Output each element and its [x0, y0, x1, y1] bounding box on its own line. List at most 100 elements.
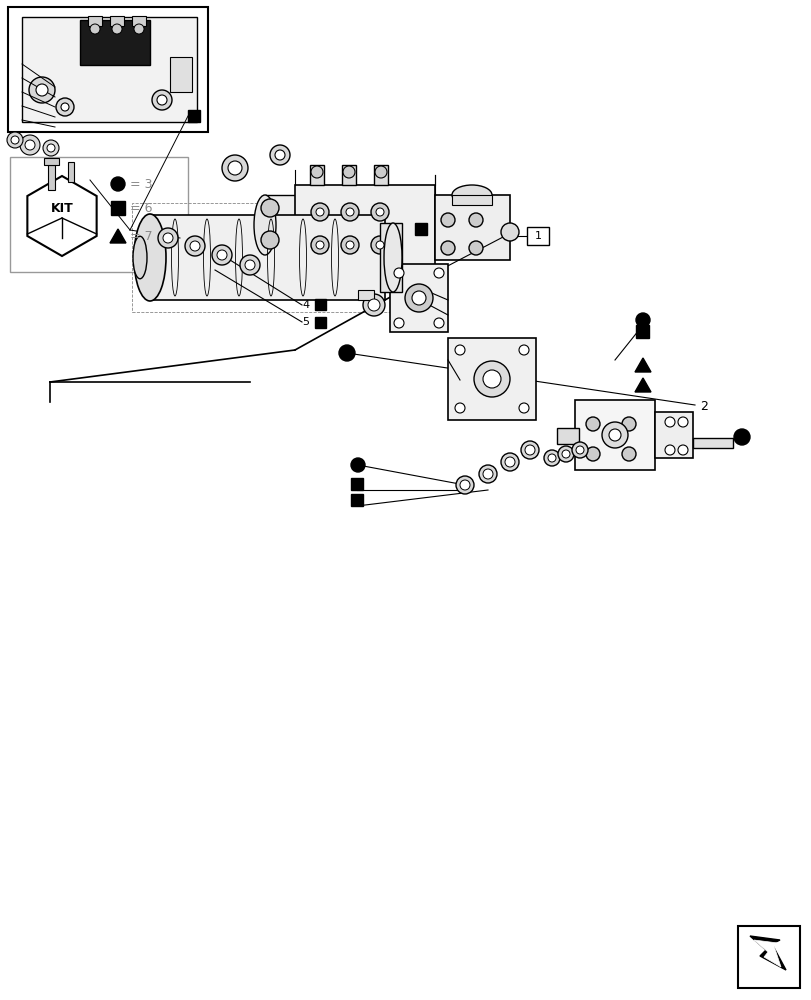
Bar [341, 165, 355, 185]
Circle shape [664, 417, 674, 427]
Circle shape [7, 132, 23, 148]
Bar [8, 7, 208, 132]
Circle shape [733, 429, 749, 445]
Bar [358, 290, 374, 300]
Circle shape [393, 318, 404, 328]
Circle shape [20, 135, 40, 155]
Circle shape [547, 454, 556, 462]
Circle shape [47, 144, 55, 152]
Text: 4: 4 [302, 300, 309, 310]
Ellipse shape [134, 214, 165, 301]
Circle shape [345, 208, 354, 216]
Circle shape [157, 95, 167, 105]
Bar [350, 494, 363, 506]
Bar [315, 299, 325, 310]
Circle shape [217, 250, 227, 260]
Circle shape [311, 236, 328, 254]
Circle shape [543, 450, 560, 466]
Text: = 7: = 7 [130, 230, 152, 242]
Circle shape [586, 447, 599, 461]
Polygon shape [753, 940, 780, 967]
Circle shape [111, 177, 125, 191]
Bar [111, 201, 125, 215]
Circle shape [500, 453, 518, 471]
Polygon shape [634, 358, 650, 372]
Bar [380, 223, 401, 292]
Bar [692, 438, 732, 448]
Circle shape [433, 268, 444, 278]
Circle shape [61, 103, 69, 111]
Text: = 6: = 6 [130, 202, 152, 215]
Circle shape [677, 445, 687, 455]
Bar [310, 165, 324, 185]
Circle shape [478, 465, 496, 483]
Circle shape [375, 166, 387, 178]
Circle shape [345, 241, 354, 249]
Circle shape [29, 77, 55, 103]
Circle shape [311, 166, 323, 178]
Circle shape [518, 345, 528, 355]
Circle shape [36, 84, 48, 96]
Text: KIT: KIT [50, 202, 73, 215]
Bar [452, 195, 491, 205]
Bar [574, 400, 654, 470]
Bar [654, 412, 692, 458]
Circle shape [43, 140, 59, 156]
Circle shape [621, 417, 635, 431]
Bar [132, 16, 146, 26]
Text: 2: 2 [699, 400, 707, 414]
Bar [448, 338, 535, 420]
Circle shape [411, 291, 426, 305]
Circle shape [315, 208, 324, 216]
Circle shape [245, 260, 255, 270]
Bar [414, 223, 427, 235]
Bar [350, 478, 363, 490]
Circle shape [557, 446, 573, 462]
Circle shape [571, 442, 587, 458]
Bar [68, 162, 74, 182]
Ellipse shape [254, 195, 276, 255]
Circle shape [11, 136, 19, 144]
Circle shape [338, 345, 354, 361]
Bar [150, 215, 384, 300]
Bar [88, 16, 102, 26]
Circle shape [677, 417, 687, 427]
Circle shape [134, 24, 144, 34]
Circle shape [163, 233, 173, 243]
Circle shape [454, 345, 465, 355]
Bar [635, 325, 648, 338]
Circle shape [440, 213, 454, 227]
Ellipse shape [452, 185, 491, 205]
Bar [109, 16, 124, 26]
Circle shape [375, 208, 384, 216]
Circle shape [112, 24, 122, 34]
Circle shape [469, 213, 483, 227]
Bar [315, 317, 325, 328]
Circle shape [275, 150, 285, 160]
Bar [188, 110, 200, 122]
Bar [22, 17, 197, 122]
Bar [169, 57, 191, 92]
Bar [737, 926, 799, 988]
Bar [556, 428, 578, 444]
Bar [48, 165, 55, 190]
Ellipse shape [384, 223, 401, 292]
Circle shape [608, 429, 620, 441]
Circle shape [525, 445, 534, 455]
Bar [526, 227, 548, 245]
Circle shape [586, 417, 599, 431]
Circle shape [56, 98, 74, 116]
Circle shape [521, 441, 539, 459]
Circle shape [456, 476, 474, 494]
Polygon shape [109, 229, 126, 243]
Circle shape [270, 145, 290, 165]
Circle shape [469, 241, 483, 255]
Circle shape [518, 403, 528, 413]
Circle shape [405, 284, 432, 312]
Circle shape [474, 361, 509, 397]
Circle shape [315, 241, 324, 249]
Polygon shape [749, 936, 785, 970]
Circle shape [341, 236, 358, 254]
Bar [264, 195, 303, 255]
Circle shape [375, 241, 384, 249]
